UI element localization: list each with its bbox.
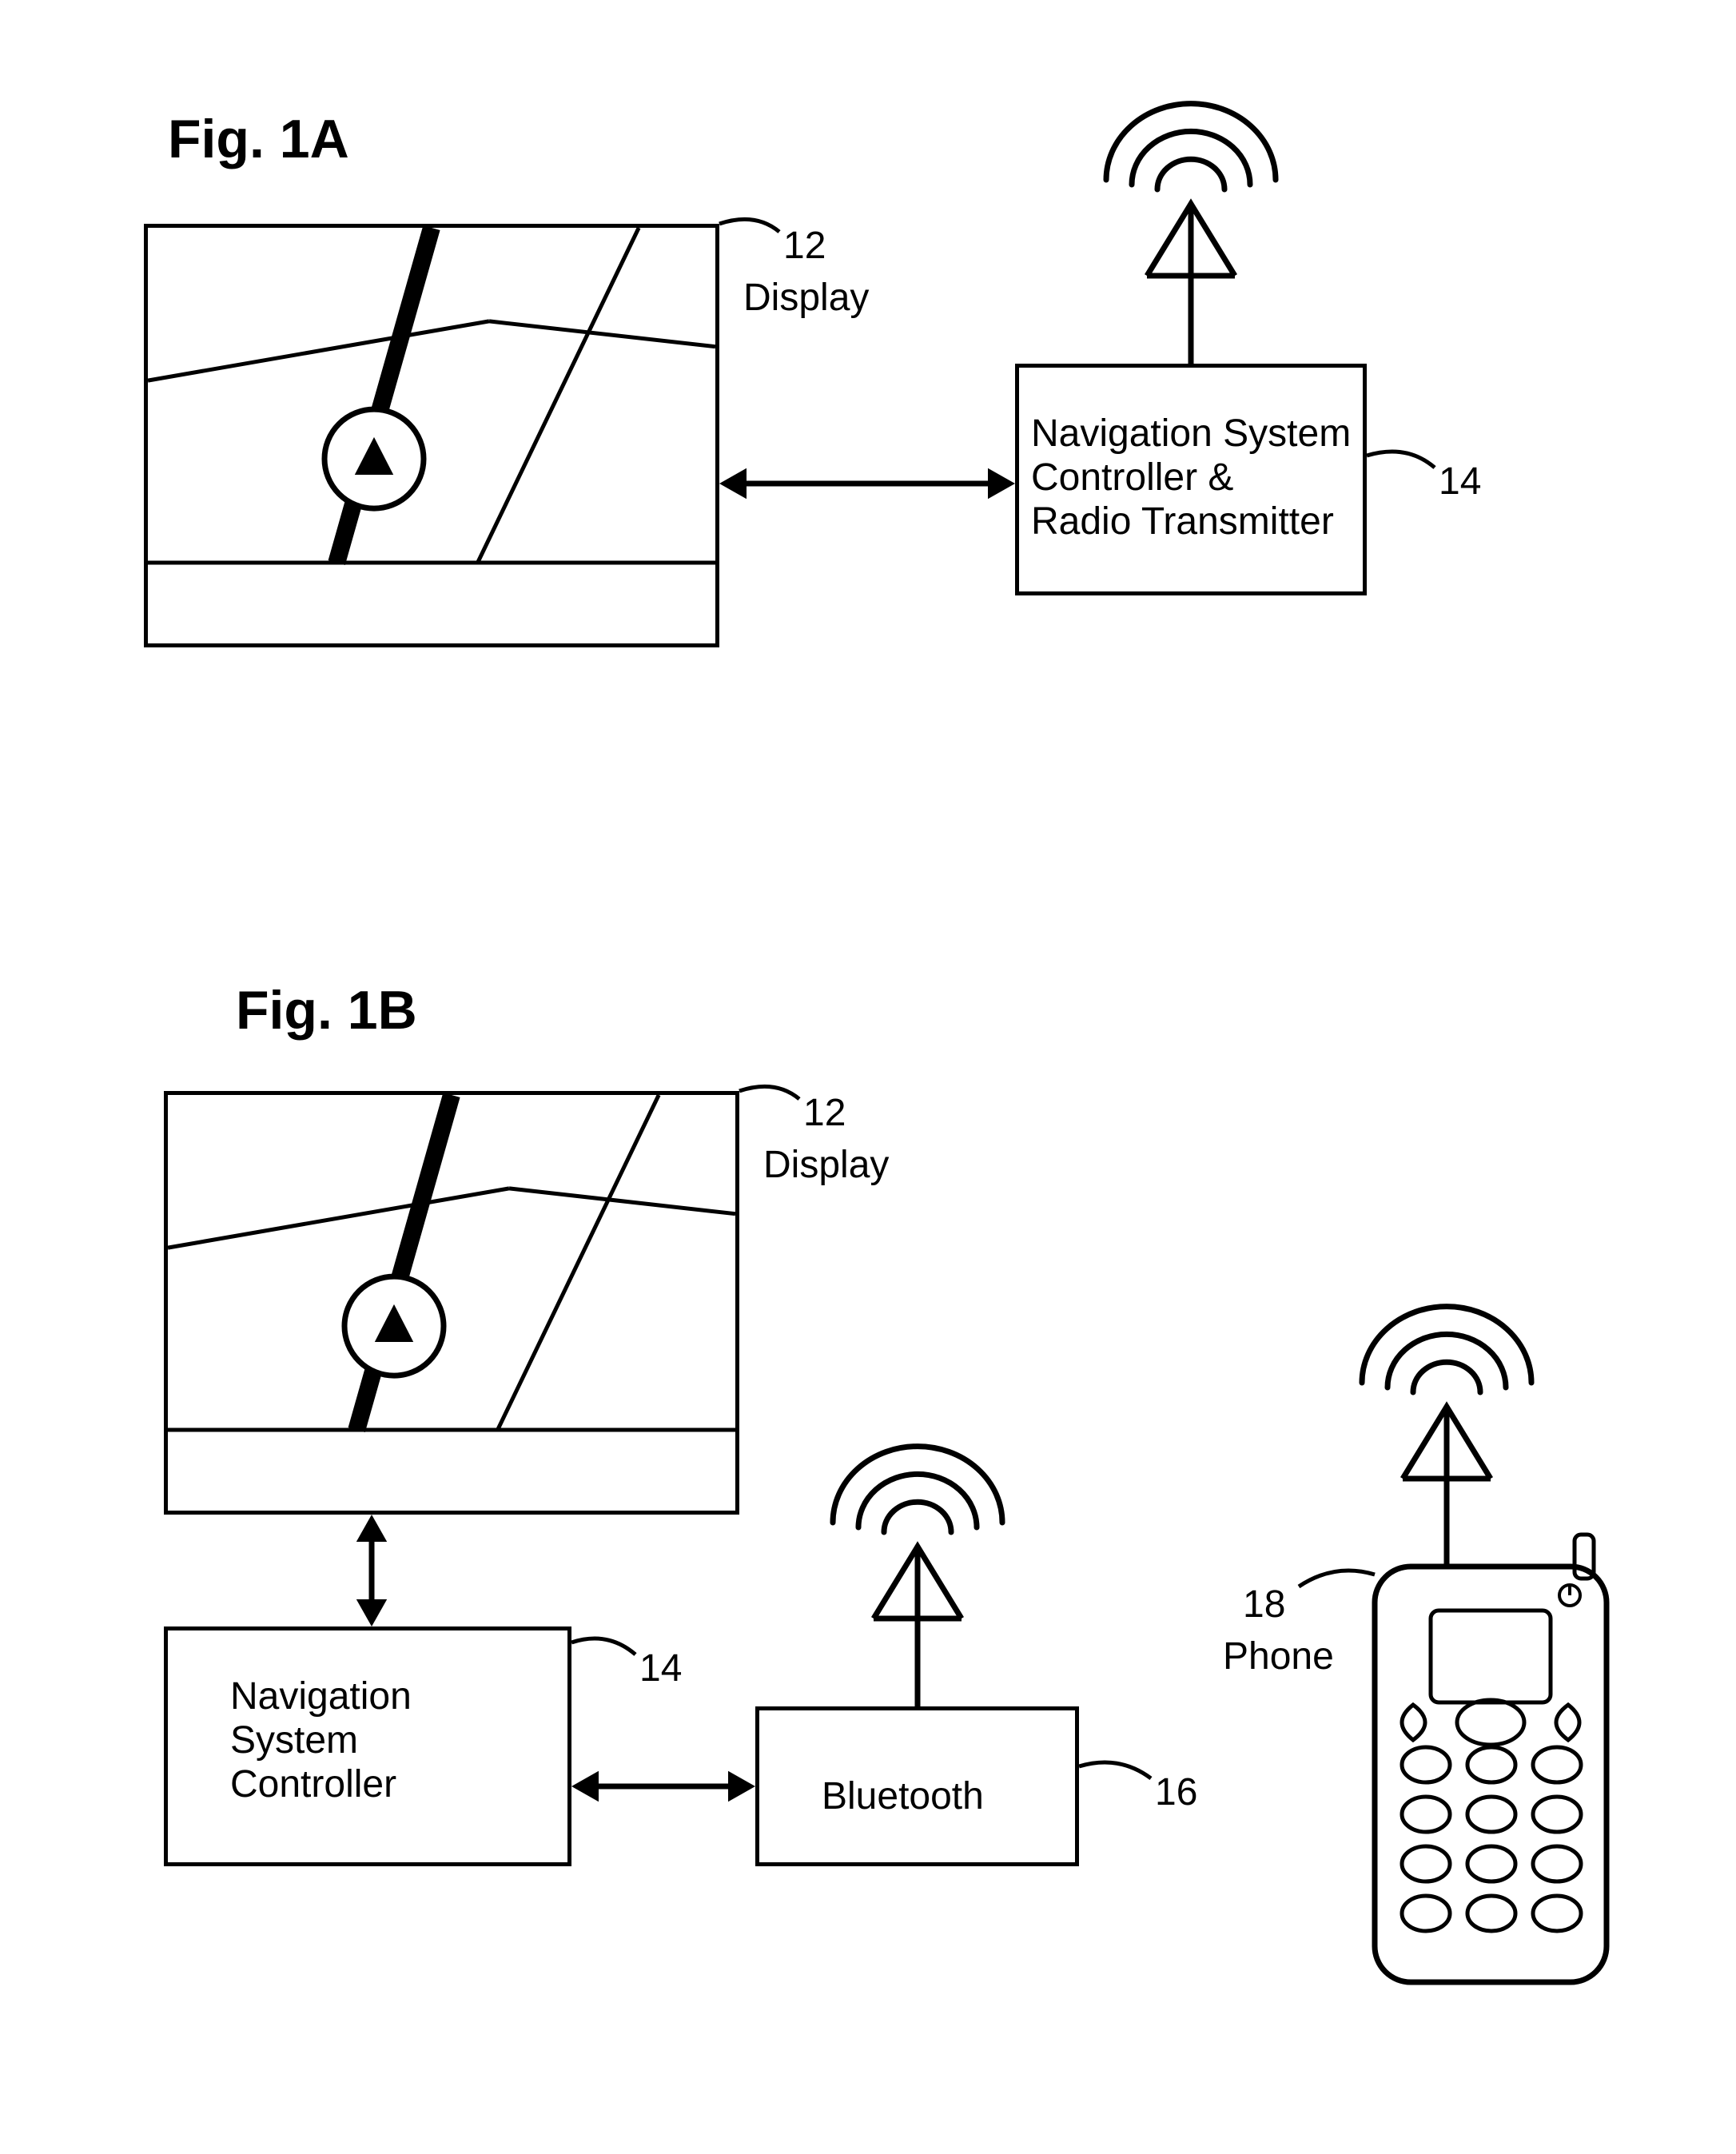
figA-controller-refnum: 14 xyxy=(1439,460,1481,504)
figB-phone-refnum: 18 xyxy=(1243,1583,1285,1626)
figB-phone-reftext: Phone xyxy=(1223,1634,1334,1678)
figB-arrow-disp-ctrl xyxy=(349,1511,394,1630)
figB-bluetooth-leader xyxy=(1074,1750,1156,1783)
figB-bluetooth-antenna-icon xyxy=(774,1395,1061,1710)
label-line: Radio Transmitter xyxy=(1031,500,1351,543)
figB-display xyxy=(164,1091,739,1515)
label-line: Controller & xyxy=(1031,456,1351,500)
figA-controller-leader xyxy=(1362,439,1439,472)
figB-phone-leader xyxy=(1294,1558,1380,1591)
label-line: Navigation System xyxy=(1031,412,1351,456)
figB-title: Fig. 1B xyxy=(236,979,417,1041)
figA-display-reftext: Display xyxy=(743,276,869,320)
figA-display-refnum: 12 xyxy=(783,224,826,268)
figB-controller-label: NavigationSystemController xyxy=(230,1674,412,1807)
figB-arrow-ctrl-bt xyxy=(568,1764,759,1809)
label-line: System xyxy=(230,1718,412,1762)
figA-arrow xyxy=(716,461,1018,506)
figB-phone-icon xyxy=(1359,1519,1623,1998)
figA-controller-label: Navigation SystemController &Radio Trans… xyxy=(1031,412,1351,544)
figB-controller-refnum: 14 xyxy=(639,1646,682,1690)
figB-phone-antenna-icon xyxy=(1303,1255,1591,1570)
figB-bluetooth-label: Bluetooth xyxy=(822,1774,984,1818)
figB-display-refnum: 12 xyxy=(803,1091,846,1135)
figB-controller-leader xyxy=(567,1626,640,1659)
label-line: Navigation xyxy=(230,1674,412,1718)
figA-display xyxy=(144,224,719,647)
figB-display-leader xyxy=(735,1074,804,1104)
page: Fig. 1A12DisplayNavigation SystemControl… xyxy=(0,0,1736,2154)
figA-title: Fig. 1A xyxy=(168,108,349,170)
figB-bluetooth-refnum: 16 xyxy=(1155,1770,1197,1814)
label-line: Controller xyxy=(230,1762,412,1806)
figB-display-reftext: Display xyxy=(763,1143,889,1187)
figA-display-leader xyxy=(715,207,784,237)
figA-controller-antenna-icon xyxy=(1047,52,1335,367)
